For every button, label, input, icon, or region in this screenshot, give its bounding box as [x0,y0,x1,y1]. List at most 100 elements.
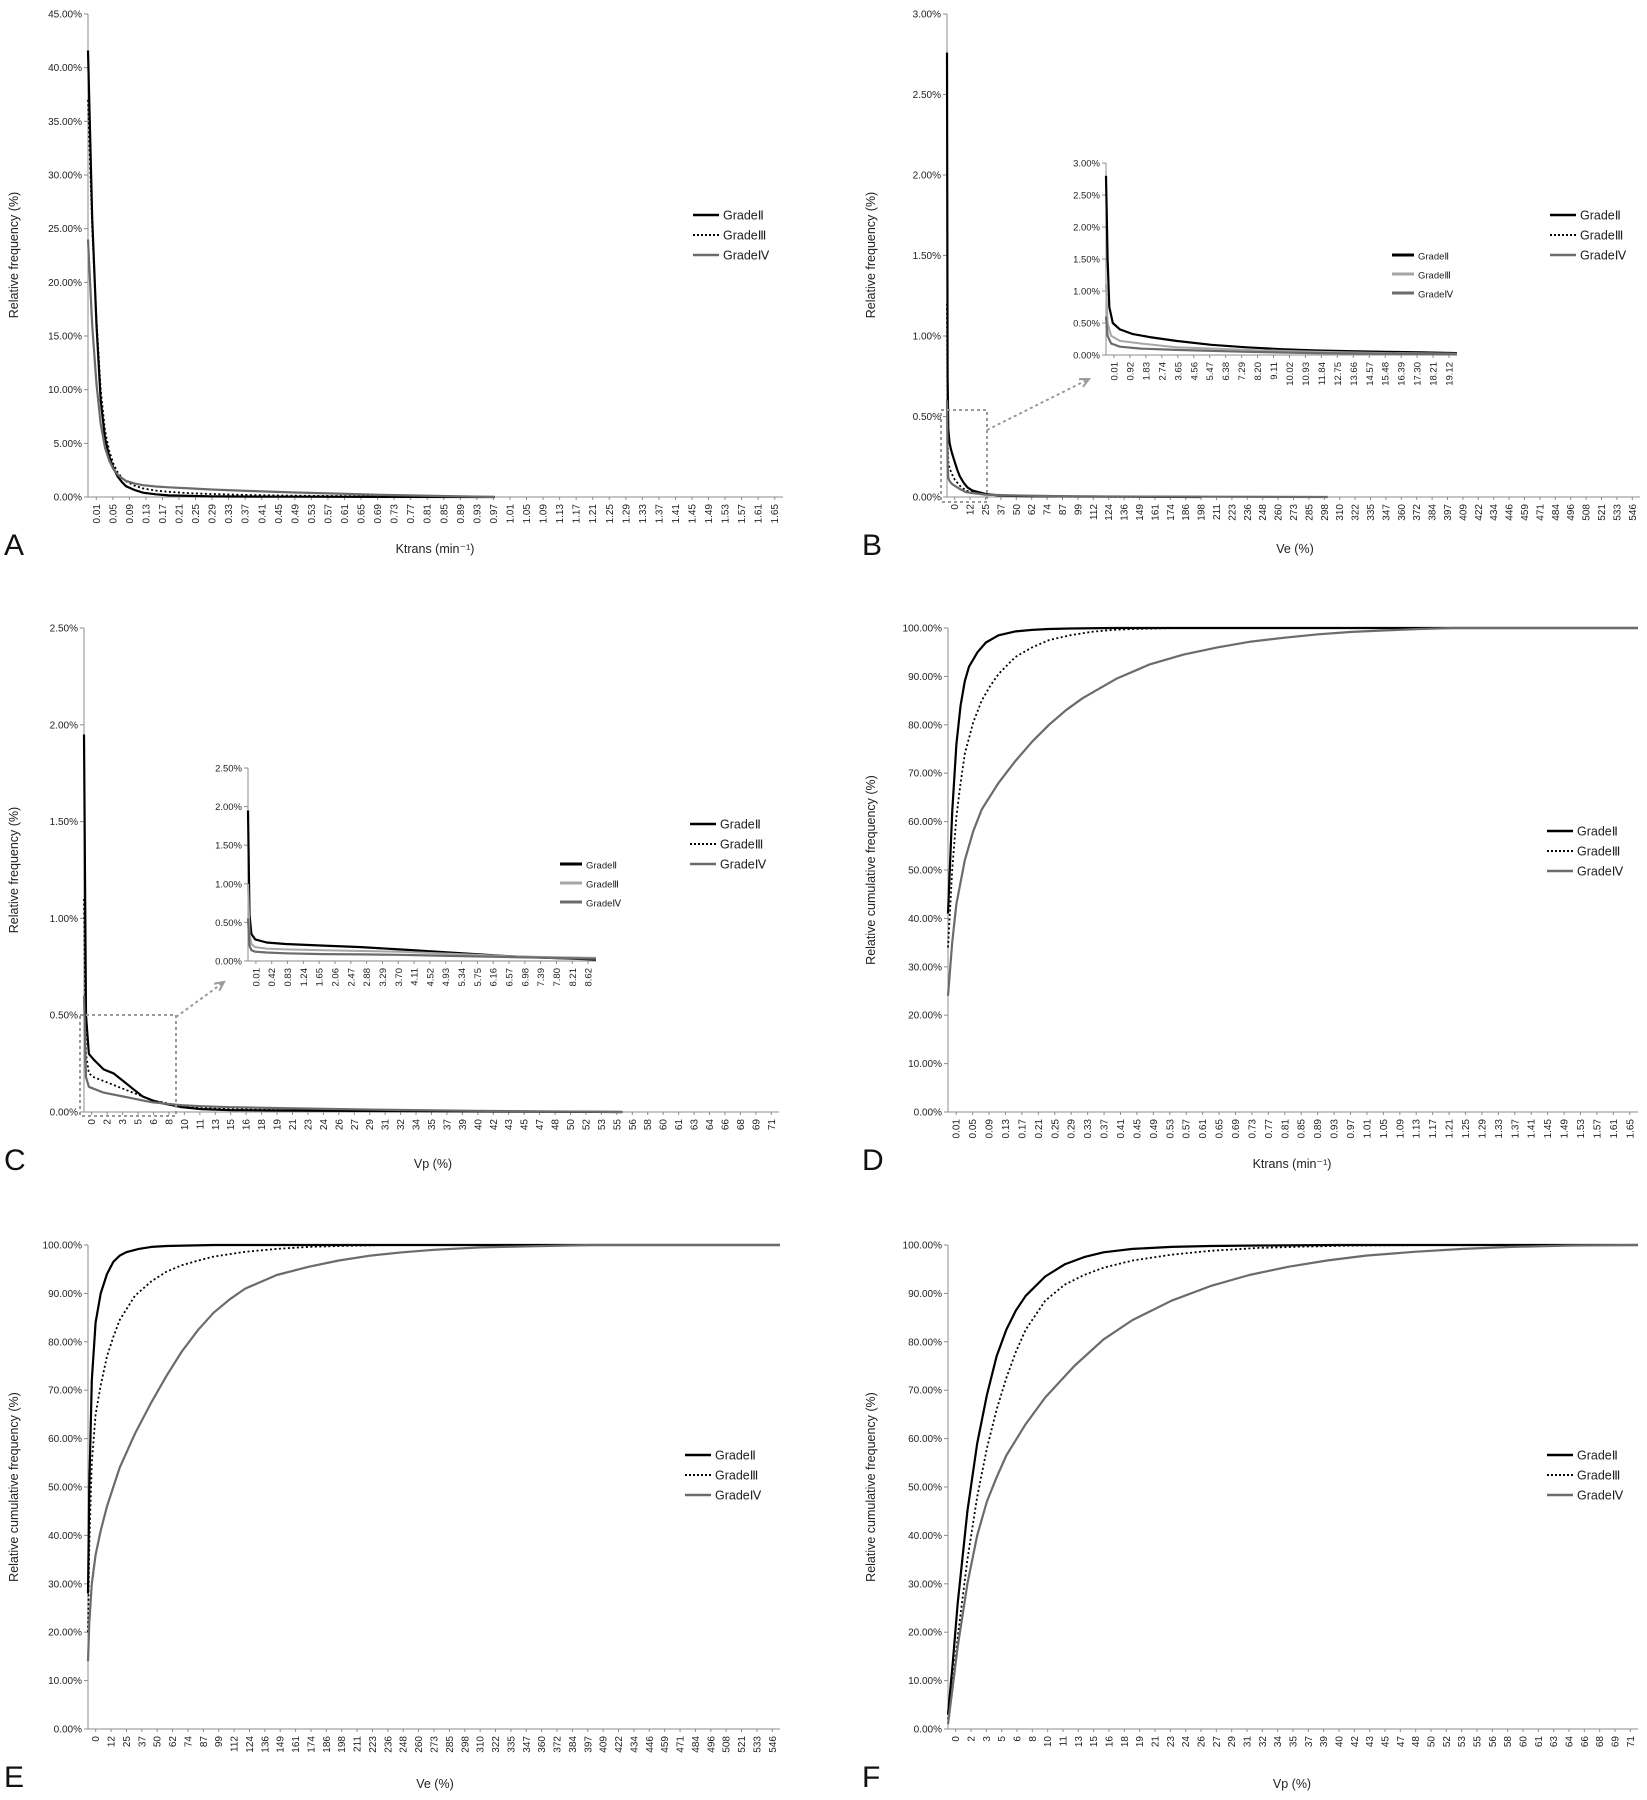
x-tick-label: 53 [1457,1736,1468,1748]
x-tick-label: 124 [1104,504,1115,521]
series-line-grade-ii [82,734,623,1114]
x-tick-label: 18.21 [1429,362,1440,386]
x-tick-label: 322 [491,1736,502,1753]
y-tick-label: 1.00% [1073,287,1100,298]
x-tick-label: 62 [1027,504,1038,516]
legend-label: GradeⅢ [715,1469,758,1483]
panel-label: F [862,1761,880,1794]
y-tick-label: 100.00% [903,624,943,635]
x-tick-label: 0.01 [92,504,103,524]
y-tick-label: 10.00% [908,1059,942,1070]
series-line-grade-iv [246,918,597,960]
y-tick-label: 1.00% [50,914,78,925]
x-tick-label: 0.93 [1330,1119,1341,1139]
series-line-grade-iv [946,1243,1639,1725]
y-tick-label: 10.00% [48,385,82,396]
x-tick-label: 198 [1197,504,1208,521]
x-tick-label: 9.11 [1269,362,1280,380]
x-tick-label: 3 [982,1736,993,1742]
x-tick-label: 52 [1442,1736,1453,1748]
x-tick-label: 0.97 [489,504,500,524]
x-tick-label: 1.01 [1362,1119,1373,1139]
y-tick-label: 70.00% [908,769,942,780]
x-tick-label: 23 [303,1119,314,1131]
x-tick-label: 1.57 [1592,1119,1603,1139]
x-tick-label: 496 [706,1736,717,1753]
x-tick-label: 0.89 [456,504,467,524]
x-tick-label: 5.34 [457,968,468,987]
x-tick-label: 40 [473,1119,484,1131]
y-tick-label: 5.00% [54,439,82,450]
x-tick-label: 0 [951,1736,962,1742]
y-tick-label: 90.00% [48,1289,82,1300]
x-tick-label: 5 [134,1119,145,1125]
x-tick-label: 87 [199,1736,210,1748]
series-line-grade-iv [86,239,495,499]
inset-chart: 0.00% 0.50% 1.00% 1.50% 2.00% 2.50% 3.00% 0.01 0… [1073,159,1458,386]
x-tick-label: 7.80 [552,968,563,987]
y-tick-label: 100.00% [43,1241,83,1252]
x-tick-label: 322 [1351,504,1362,521]
y-tick-label: 70.00% [908,1386,942,1397]
y-axis-label: Relative frequency (%) [7,192,21,318]
x-tick-label: 471 [676,1736,687,1753]
x-tick-label: 1.45 [1543,1119,1554,1139]
x-tick-label: 34 [412,1119,423,1131]
x-tick-label: 174 [306,1736,317,1753]
y-tick-label: 1.50% [1073,255,1100,266]
x-tick-label: 8.21 [568,968,579,987]
x-tick-label: 31 [1243,1736,1254,1748]
y-axis-label: Relative cumulative frequency (%) [864,775,878,965]
x-tick-label: 0.49 [290,504,301,524]
x-tick-label: 0.09 [125,504,136,524]
y-tick-label: 3.00% [913,10,941,21]
y-tick-label: 20.00% [48,278,82,289]
x-tick-label: 1.29 [621,504,632,524]
x-tick-label: 10 [1043,1736,1054,1748]
x-tick-label: 546 [768,1736,779,1753]
x-tick-label: 248 [399,1736,410,1753]
series-line-grade-ii [86,1243,780,1594]
y-tick-label: 50.00% [908,866,942,877]
y-tick-label: 2.00% [1073,223,1100,234]
y-tick-label: 40.00% [908,914,942,925]
x-tick-label: 16 [242,1119,253,1131]
x-tick-label: 8.20 [1253,362,1264,381]
x-tick-label: 26 [334,1119,345,1131]
x-tick-label: 11 [1059,1736,1070,1747]
legend-label: GradeⅣ [1418,290,1454,301]
x-tick-label: 17.30 [1413,362,1424,386]
y-tick-label: 1.50% [50,817,78,828]
chart-panel-c: 0.00%0.50%1.00%1.50%2.00%2.50%0 2 3 5 6 8 10 11… [4,624,779,1177]
x-tick-label: 0.45 [274,504,285,524]
x-tick-label: 161 [291,1736,302,1753]
y-tick-label: 30.00% [908,1579,942,1590]
x-tick-label: 13.66 [1349,362,1360,386]
x-tick-label: 6.16 [489,968,500,987]
x-tick-label: 496 [1566,504,1577,521]
x-tick-label: 0.17 [1017,1119,1028,1139]
x-tick-label: 10 [180,1119,191,1131]
y-tick-label: 25.00% [48,224,82,235]
series-line-grade-iii [1105,284,1458,355]
series-line-grade-ii [86,50,495,499]
x-tick-label: 31 [381,1119,392,1131]
x-tick-label: 508 [1582,504,1593,521]
x-tick-label: 25 [981,504,992,516]
x-tick-label: 15.48 [1381,362,1392,386]
x-tick-label: 55 [612,1119,623,1131]
x-tick-label: 5.75 [473,968,484,987]
y-tick-label: 0.50% [215,918,242,929]
x-tick-label: 260 [414,1736,425,1753]
y-tick-label: 2.50% [215,764,242,775]
x-tick-label: 384 [568,1736,579,1753]
x-tick-label: 55 [1473,1736,1484,1748]
x-tick-label: 29 [365,1119,376,1131]
x-tick-label: 8.62 [584,968,595,987]
x-tick-label: 34 [1273,1736,1284,1748]
x-tick-label: 1.17 [572,504,583,524]
x-tick-label: 1.05 [1379,1119,1390,1139]
y-tick-label: 1.00% [913,332,941,343]
x-tick-label: 360 [537,1736,548,1753]
y-tick-label: 0.50% [1073,319,1100,330]
